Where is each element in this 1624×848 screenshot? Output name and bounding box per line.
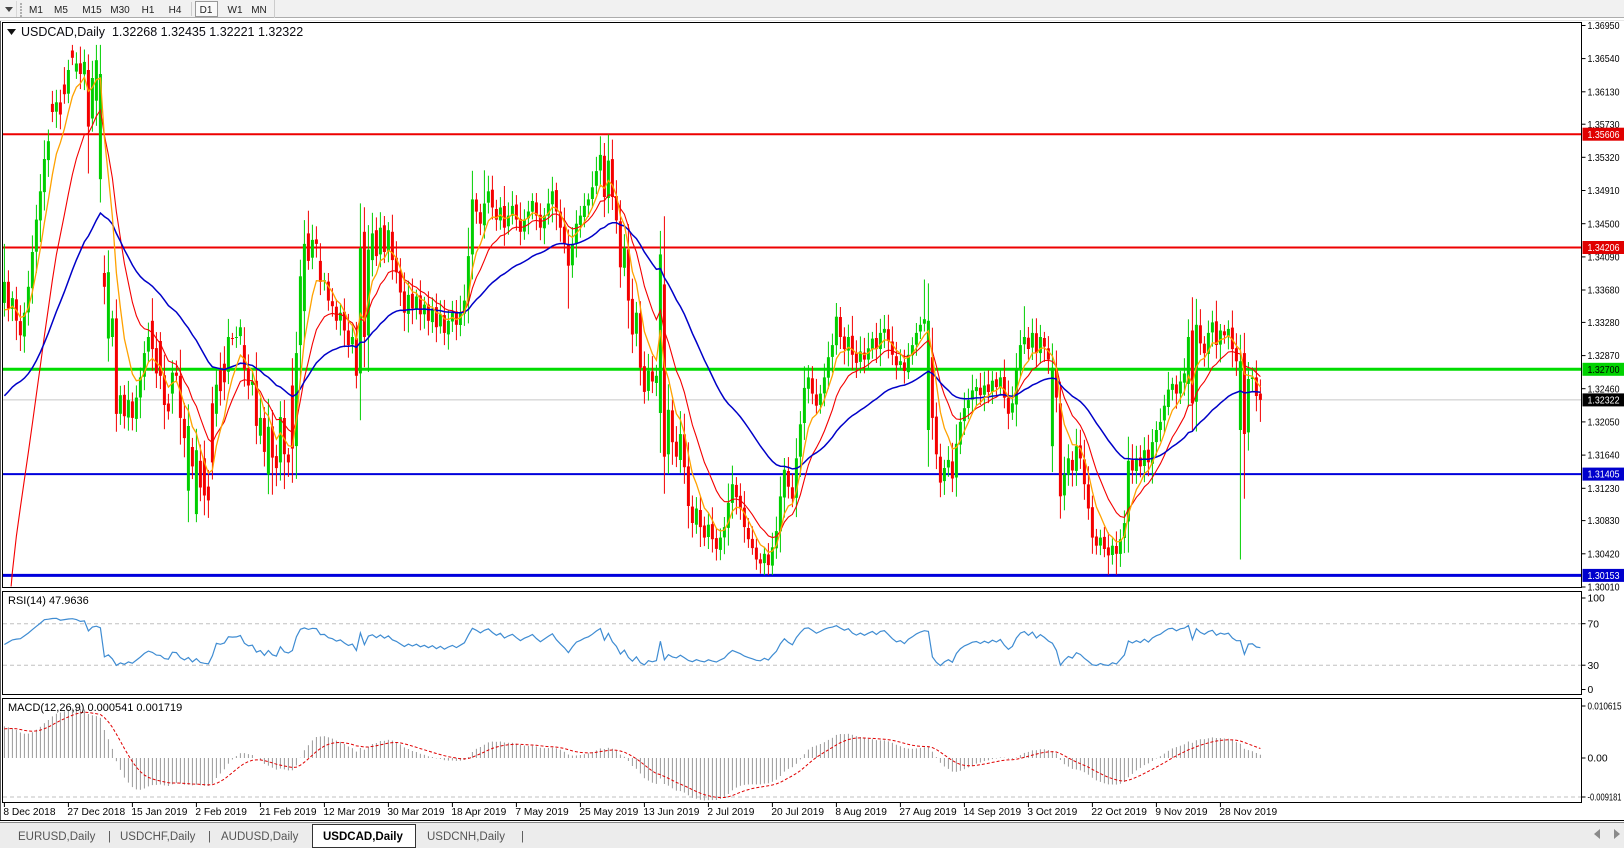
svg-text:RSI(14) 47.9636: RSI(14) 47.9636 — [8, 595, 89, 607]
svg-text:21 Feb 2019: 21 Feb 2019 — [259, 807, 317, 818]
svg-text:MACD(12,26,9) 0.000541 0.00171: MACD(12,26,9) 0.000541 0.001719 — [8, 702, 182, 714]
svg-text:0.00: 0.00 — [1588, 754, 1608, 765]
svg-text:0.010615: 0.010615 — [1588, 702, 1622, 713]
svg-text:30 Mar 2019: 30 Mar 2019 — [387, 807, 445, 818]
svg-text:27 Dec 2018: 27 Dec 2018 — [67, 807, 125, 818]
svg-text:AUDUSD,Daily: AUDUSD,Daily — [221, 831, 299, 843]
svg-text:W1: W1 — [228, 5, 243, 16]
svg-text:13 Jun 2019: 13 Jun 2019 — [643, 807, 699, 818]
svg-text:M15: M15 — [82, 5, 102, 16]
svg-text:1.33680: 1.33680 — [1588, 286, 1620, 297]
svg-text:1.33280: 1.33280 — [1588, 318, 1620, 329]
svg-text:H1: H1 — [142, 5, 155, 16]
svg-text:28 Nov 2019: 28 Nov 2019 — [1219, 807, 1277, 818]
svg-text:1.32050: 1.32050 — [1588, 418, 1620, 429]
svg-text:1.31640: 1.31640 — [1588, 451, 1620, 462]
svg-text:70: 70 — [1588, 619, 1600, 630]
svg-text:1.32870: 1.32870 — [1588, 351, 1620, 362]
svg-text:1.34910: 1.34910 — [1588, 186, 1620, 197]
svg-text:8 Dec 2018: 8 Dec 2018 — [3, 807, 55, 818]
svg-text:27 Aug 2019: 27 Aug 2019 — [899, 807, 957, 818]
svg-text:14 Sep 2019: 14 Sep 2019 — [963, 807, 1021, 818]
svg-text:22 Oct 2019: 22 Oct 2019 — [1091, 807, 1147, 818]
svg-text:M5: M5 — [54, 5, 68, 16]
svg-text:1.35730: 1.35730 — [1588, 120, 1620, 131]
svg-text:15 Jan 2019: 15 Jan 2019 — [131, 807, 187, 818]
svg-text:1.35606: 1.35606 — [1588, 130, 1620, 141]
svg-text:USDCNH,Daily: USDCNH,Daily — [427, 831, 505, 843]
svg-text:M30: M30 — [110, 5, 130, 16]
svg-text:USDCAD,Daily 1.32268 1.32435: USDCAD,Daily 1.32268 1.32435 1.32221 1.3… — [21, 25, 303, 39]
svg-text:1.30420: 1.30420 — [1588, 549, 1620, 560]
svg-text:|: | — [521, 831, 524, 843]
svg-text:D1: D1 — [200, 5, 213, 16]
svg-text:20 Jul 2019: 20 Jul 2019 — [771, 807, 824, 818]
svg-text:1.31405: 1.31405 — [1588, 470, 1620, 481]
svg-text:1.31230: 1.31230 — [1588, 484, 1620, 495]
svg-text:25 May 2019: 25 May 2019 — [579, 807, 638, 818]
svg-text:9 Nov 2019: 9 Nov 2019 — [1155, 807, 1207, 818]
svg-text:8 Aug 2019: 8 Aug 2019 — [835, 807, 887, 818]
svg-text:100: 100 — [1588, 594, 1605, 605]
svg-text:-0.009181: -0.009181 — [1588, 793, 1622, 804]
svg-text:|: | — [208, 831, 211, 843]
svg-text:1.30153: 1.30153 — [1588, 571, 1620, 582]
svg-text:1.30830: 1.30830 — [1588, 516, 1620, 527]
svg-text:0: 0 — [1588, 685, 1594, 696]
svg-text:1.34090: 1.34090 — [1588, 253, 1620, 264]
svg-text:1.35320: 1.35320 — [1588, 153, 1620, 164]
svg-text:H4: H4 — [169, 5, 182, 16]
svg-text:USDCHF,Daily: USDCHF,Daily — [120, 831, 196, 843]
svg-text:1.32460: 1.32460 — [1588, 384, 1620, 395]
svg-text:MN: MN — [251, 5, 267, 16]
svg-text:EURUSD,Daily: EURUSD,Daily — [18, 831, 96, 843]
svg-text:2 Jul 2019: 2 Jul 2019 — [707, 807, 754, 818]
svg-text:1.36950: 1.36950 — [1588, 21, 1620, 32]
svg-text:18 Apr 2019: 18 Apr 2019 — [451, 807, 506, 818]
svg-text:7 May 2019: 7 May 2019 — [515, 807, 569, 818]
svg-text:1.32700: 1.32700 — [1588, 365, 1620, 376]
svg-text:USDCAD,Daily: USDCAD,Daily — [323, 831, 403, 843]
svg-text:1.30010: 1.30010 — [1588, 583, 1620, 594]
svg-text:12 Mar 2019: 12 Mar 2019 — [323, 807, 381, 818]
svg-text:1.36130: 1.36130 — [1588, 87, 1620, 98]
svg-text:1.34500: 1.34500 — [1588, 219, 1620, 230]
svg-text:M1: M1 — [29, 5, 43, 16]
svg-text:1.32322: 1.32322 — [1588, 396, 1620, 407]
svg-text:3 Oct 2019: 3 Oct 2019 — [1027, 807, 1077, 818]
svg-text:|: | — [108, 831, 111, 843]
svg-text:1.36540: 1.36540 — [1588, 54, 1620, 65]
svg-text:2 Feb 2019: 2 Feb 2019 — [195, 807, 247, 818]
svg-text:30: 30 — [1588, 661, 1600, 672]
svg-text:1.34206: 1.34206 — [1588, 243, 1620, 254]
